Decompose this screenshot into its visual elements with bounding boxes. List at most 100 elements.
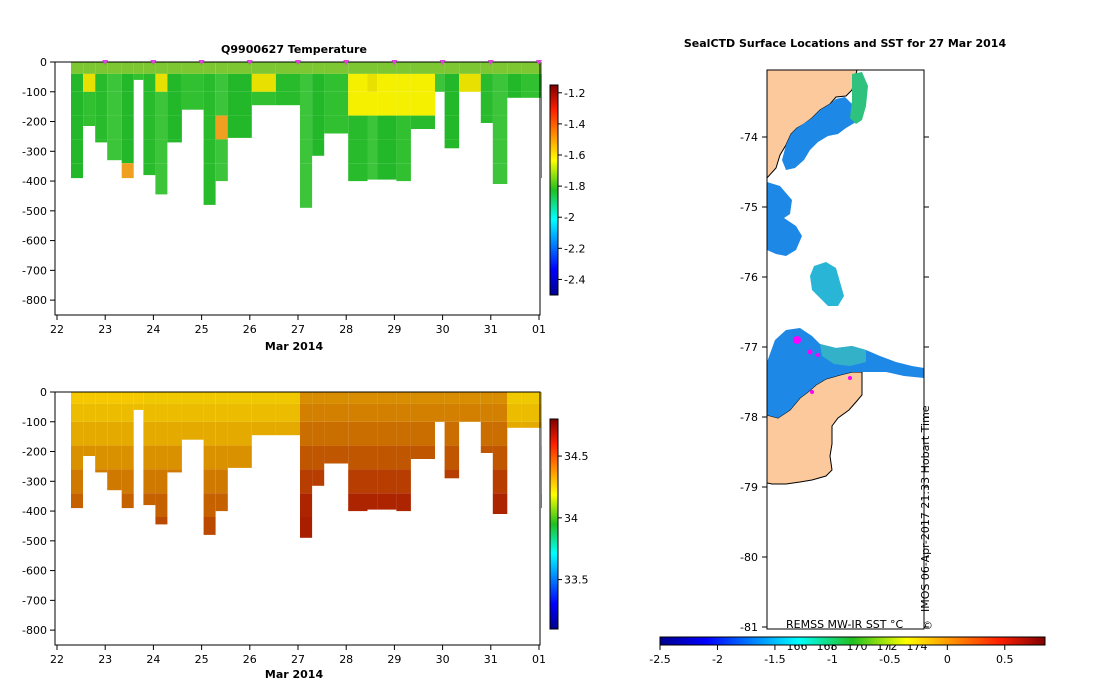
profile-cell [348, 163, 368, 182]
profile-column [71, 62, 83, 179]
y-tick-label: -300 [22, 475, 47, 488]
profile-cell [133, 62, 144, 74]
colorbar-tick-label: 34 [564, 512, 578, 525]
profile-cell [167, 139, 182, 143]
profile-cell [367, 115, 378, 140]
imos-timestamp: IMOS 06-Apr-2017 21:33 Hobart Time [919, 405, 932, 612]
profile-cell [83, 62, 96, 74]
profile-cell [396, 139, 411, 164]
profile-cell [480, 73, 493, 92]
temperature-panel: Q9900627 Temperature 0 -100 -200 -300 -400 -5… [22, 43, 585, 353]
profile-cell [203, 445, 216, 470]
temperature-xlabel: Mar 2014 [265, 340, 324, 353]
profile-cell [181, 62, 204, 74]
profile-cell [83, 115, 96, 126]
y-tick-label: -700 [22, 594, 47, 607]
profile-cell [107, 469, 122, 491]
surface-marker [198, 60, 205, 65]
profile-cell [155, 163, 168, 187]
profile-cell [95, 403, 108, 422]
lat-tick-label: -79 [740, 481, 758, 494]
profile-cell [300, 469, 313, 494]
profile-cell [133, 403, 144, 410]
profile-cell [541, 115, 542, 140]
profile-cell [396, 392, 411, 404]
profile-cell [521, 91, 541, 98]
profile-cell [480, 421, 493, 446]
profile-cell [71, 139, 83, 164]
sst-patch-ross-sea [767, 328, 924, 418]
profile-cell [107, 73, 122, 92]
profile-cell [312, 91, 325, 116]
profile-cell [377, 469, 397, 494]
profile-cell [507, 421, 522, 428]
profile-cell [541, 403, 542, 422]
profile-cell [300, 392, 313, 404]
seal-location-marker [807, 349, 813, 355]
profile-cell [107, 421, 122, 446]
x-tick-label: 24 [146, 653, 160, 666]
y-tick-label: -500 [22, 205, 47, 218]
profile-cell [396, 403, 411, 422]
profile-cell [300, 62, 313, 74]
profile-column [181, 392, 204, 440]
profile-cell [348, 493, 368, 512]
profile-cell [251, 73, 276, 92]
profile-cell [492, 421, 508, 446]
profile-cell [541, 139, 542, 164]
profile-cell [203, 421, 216, 446]
profile-cell [492, 493, 508, 514]
profile-cell [155, 73, 168, 92]
profile-cell [480, 62, 493, 74]
profile-cell [444, 392, 460, 404]
lat-tick-label: -78 [740, 411, 758, 424]
profile-cell [480, 115, 493, 123]
profile-cell [377, 115, 397, 140]
profile-column [71, 392, 83, 509]
profile-cell [324, 403, 349, 422]
x-tick-label: 30 [436, 323, 450, 336]
profile-cell [121, 392, 134, 404]
y-tick-label: -400 [22, 175, 47, 188]
profile-cell [121, 62, 134, 74]
profile-cell [492, 392, 508, 404]
profile-cell [444, 445, 460, 470]
salinity-xlabel: Mar 2014 [265, 668, 324, 681]
profile-cell [377, 139, 397, 164]
profile-cell [155, 493, 168, 517]
profile-cell [167, 421, 182, 446]
surface-marker [150, 60, 157, 65]
profile-column [143, 392, 156, 506]
profile-cell [71, 73, 83, 92]
profile-cell [275, 62, 300, 74]
profile-cell [300, 73, 313, 92]
profile-cell [377, 163, 397, 180]
surface-marker [246, 60, 253, 65]
profile-cell [521, 421, 541, 428]
profile-cell [367, 139, 378, 164]
profile-cell [215, 445, 228, 470]
profile-cell [492, 62, 508, 74]
profile-cell [367, 62, 378, 74]
temperature-colorbar-frame [549, 84, 559, 296]
profile-cell [251, 392, 276, 404]
profile-cell [251, 421, 276, 436]
profile-cell [107, 115, 122, 140]
profile-cell [377, 73, 397, 92]
profile-cell [492, 73, 508, 92]
profile-cell [435, 73, 445, 92]
profile-cell [521, 392, 541, 404]
map-area [766, 69, 925, 630]
profile-column [83, 392, 96, 456]
profile-cell [215, 392, 228, 404]
x-tick-label: 23 [98, 323, 112, 336]
sst-colorbar-label: REMSS MW-IR SST °C [786, 618, 904, 631]
profile-column [410, 62, 435, 129]
profile-cell [300, 445, 313, 470]
profile-cell [107, 445, 122, 470]
profile-cell [480, 91, 493, 116]
profile-cell [312, 73, 325, 92]
profile-cell [167, 469, 182, 473]
profile-cell [410, 73, 435, 92]
profile-cell [83, 403, 96, 422]
